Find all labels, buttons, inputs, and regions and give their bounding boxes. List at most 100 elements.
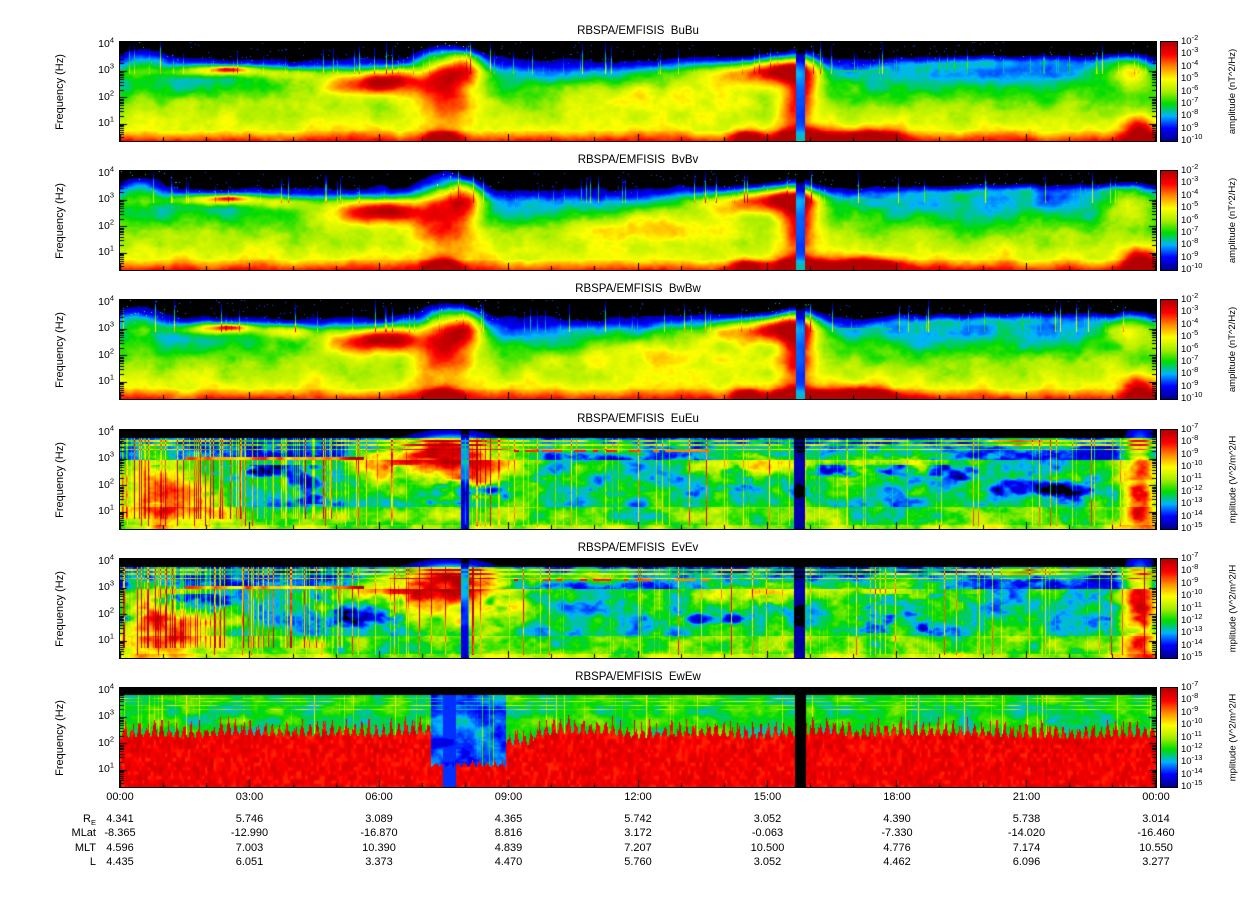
colorbar-tick-label: 10-9 xyxy=(1181,445,1199,460)
colorbar-tick-label: 10-13 xyxy=(1181,495,1203,510)
colorbar xyxy=(1160,170,1178,271)
colorbar-axis-label-text: amplitude (nT^2/Hz) xyxy=(1227,177,1239,264)
ephemeris-row-label: RE xyxy=(83,813,96,828)
ephemeris-value: 5.742 xyxy=(624,813,652,825)
colorbar-tick-label: 10-6 xyxy=(1181,340,1199,355)
ephemeris-value: -16.870 xyxy=(360,827,398,839)
colorbar-axis-label-text: mplitude (V^2/m^2/H xyxy=(1227,435,1239,524)
freq-tick-label: 101 xyxy=(98,243,114,258)
ephemeris-value: 3.373 xyxy=(365,856,393,868)
y-axis-label-text: Frequency (Hz) xyxy=(54,570,67,647)
colorbar-tick-label: 10-10 xyxy=(1181,389,1203,404)
time-tick-label: 18:00 xyxy=(883,791,911,803)
ephemeris-value: 5.746 xyxy=(235,813,264,825)
colorbar xyxy=(1160,558,1178,659)
ephemeris-value: -7.330 xyxy=(881,827,913,839)
colorbar-tick-label: 10-7 xyxy=(1181,223,1199,238)
spectrogram-canvas xyxy=(120,42,1156,141)
colorbar xyxy=(1160,687,1178,788)
colorbar-canvas xyxy=(1161,300,1177,399)
colorbar-tick-label: 10-10 xyxy=(1181,131,1203,146)
colorbar-tick-label: 10-2 xyxy=(1181,161,1199,176)
ephemeris-value: 3.089 xyxy=(365,813,393,825)
ephemeris-value: -8.365 xyxy=(104,827,136,839)
freq-tick-label: 103 xyxy=(98,190,114,206)
freq-tick-label: 101 xyxy=(98,372,114,387)
ephemeris-value: 10.500 xyxy=(750,842,785,854)
colorbar-tick-label: 10-7 xyxy=(1181,549,1199,564)
time-tick-label: 09:00 xyxy=(494,791,523,803)
colorbar-tick-label: 10-13 xyxy=(1181,624,1203,639)
ephemeris-value: 8.816 xyxy=(494,827,523,839)
ephemeris-value: 3.052 xyxy=(753,856,782,868)
spectrogram-plot xyxy=(119,170,1157,271)
colorbar xyxy=(1160,299,1178,400)
colorbar-tick-label: 10-10 xyxy=(1181,457,1203,473)
colorbar-tick-label: 10-4 xyxy=(1181,315,1199,330)
colorbar-tick-label: 10-4 xyxy=(1181,57,1199,72)
spectrogram-canvas xyxy=(120,559,1156,658)
time-tick-label: 21:00 xyxy=(1012,791,1041,803)
panel-title: RBSPA/EMFISIS EwEw xyxy=(575,671,701,683)
colorbar-canvas xyxy=(1161,42,1177,141)
colorbar-tick-label: 10-9 xyxy=(1181,703,1199,718)
colorbar-axis-label: mplitude (V^2/m^2/H xyxy=(1224,559,1242,658)
colorbar-axis-label-text: amplitude (nT^2/Hz) xyxy=(1227,48,1239,135)
time-tick-label: 03:00 xyxy=(235,791,264,803)
colorbar-tick-label: 10-6 xyxy=(1181,82,1199,97)
ephemeris-value: -0.063 xyxy=(751,827,784,839)
ephemeris-value: 4.390 xyxy=(883,813,911,825)
freq-tick-label: 101 xyxy=(98,631,114,646)
ephemeris-row-label: MLT xyxy=(74,842,96,854)
colorbar-canvas xyxy=(1161,430,1177,529)
ephemeris-value: 4.365 xyxy=(494,813,523,825)
time-tick-label: 06:00 xyxy=(365,791,393,803)
time-tick-label: 00:00 xyxy=(106,791,134,803)
colorbar-tick-label: 10-5 xyxy=(1181,327,1199,343)
colorbar-tick-label: 10-2 xyxy=(1181,32,1199,47)
spectrogram-plot xyxy=(119,687,1157,788)
y-axis-label-text: Frequency (Hz) xyxy=(54,182,67,259)
colorbar-tick-label: 10-7 xyxy=(1181,352,1199,367)
colorbar-tick-label: 10-7 xyxy=(1181,678,1199,693)
ephemeris-value: -16.460 xyxy=(1137,827,1175,839)
ephemeris-value: 10.550 xyxy=(1139,842,1173,854)
ephemeris-value: 7.003 xyxy=(235,842,264,854)
y-axis-label-text: Frequency (Hz) xyxy=(54,53,67,130)
ephemeris-value: -12.990 xyxy=(230,827,269,839)
colorbar-tick-label: 10-12 xyxy=(1181,611,1203,626)
colorbar-tick-label: 10-11 xyxy=(1181,599,1202,614)
freq-tick-label: 103 xyxy=(98,449,114,465)
colorbar-tick-label: 10-9 xyxy=(1181,119,1199,134)
freq-tick-label: 103 xyxy=(98,707,114,723)
freq-tick-label: 103 xyxy=(98,578,114,594)
panel-title: RBSPA/EMFISIS BwBw xyxy=(575,283,701,295)
ephemeris-value: 3.172 xyxy=(624,827,652,839)
colorbar-tick-label: 10-13 xyxy=(1181,753,1203,768)
freq-tick-label: 102 xyxy=(98,734,114,749)
time-tick-label: 15:00 xyxy=(753,791,782,803)
ephemeris-value: 3.052 xyxy=(753,813,782,825)
freq-tick-label: 101 xyxy=(98,502,114,517)
colorbar-canvas xyxy=(1161,559,1177,658)
spectrogram-plot xyxy=(119,41,1157,142)
ephemeris-value: 4.776 xyxy=(883,842,911,854)
colorbar-tick-label: 10-7 xyxy=(1181,94,1199,109)
freq-tick-label: 104 xyxy=(98,35,114,50)
colorbar-tick-label: 10-15 xyxy=(1181,519,1203,534)
colorbar-axis-label-text: mplitude (V^2/m^2/H xyxy=(1227,564,1239,653)
colorbar-tick-label: 10-15 xyxy=(1181,648,1203,663)
y-axis-label: Frequency (Hz) xyxy=(52,171,68,270)
spectrogram-plot xyxy=(119,429,1157,530)
colorbar-tick-label: 10-14 xyxy=(1181,765,1203,780)
panel-title: RBSPA/EMFISIS BuBu xyxy=(577,25,699,37)
y-axis-label: Frequency (Hz) xyxy=(52,559,68,658)
y-axis-label-text: Frequency (Hz) xyxy=(54,699,67,776)
colorbar-axis-label: amplitude (nT^2/Hz) xyxy=(1224,300,1242,399)
colorbar-tick-label: 10-3 xyxy=(1181,303,1199,318)
colorbar xyxy=(1160,41,1178,142)
y-axis-label: Frequency (Hz) xyxy=(52,42,68,141)
ephemeris-value: -14.020 xyxy=(1007,827,1046,839)
panel-title: RBSPA/EMFISIS BvBv xyxy=(577,154,699,166)
ephemeris-value: 6.096 xyxy=(1012,856,1041,868)
